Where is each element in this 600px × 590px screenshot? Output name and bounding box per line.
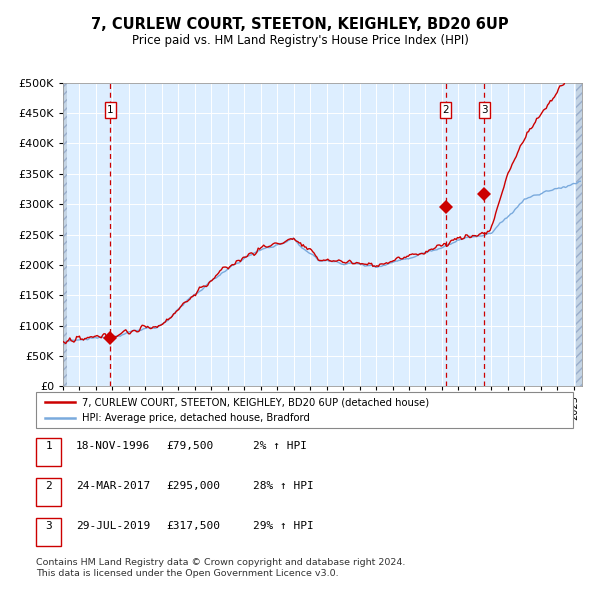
Text: 7, CURLEW COURT, STEETON, KEIGHLEY, BD20 6UP (detached house): 7, CURLEW COURT, STEETON, KEIGHLEY, BD20…	[82, 397, 430, 407]
Text: £79,500: £79,500	[166, 441, 214, 451]
Text: £295,000: £295,000	[166, 481, 220, 491]
Text: 2: 2	[442, 105, 449, 115]
Text: 1: 1	[45, 441, 52, 451]
Text: 2: 2	[45, 481, 52, 491]
Text: 1: 1	[107, 105, 114, 115]
Text: 3: 3	[45, 522, 52, 531]
Text: 29% ↑ HPI: 29% ↑ HPI	[253, 522, 314, 531]
Text: 7, CURLEW COURT, STEETON, KEIGHLEY, BD20 6UP: 7, CURLEW COURT, STEETON, KEIGHLEY, BD20…	[91, 17, 509, 31]
Text: 24-MAR-2017: 24-MAR-2017	[76, 481, 151, 491]
Text: 29-JUL-2019: 29-JUL-2019	[76, 522, 151, 531]
Text: 28% ↑ HPI: 28% ↑ HPI	[253, 481, 314, 491]
Text: £317,500: £317,500	[166, 522, 220, 531]
Text: 18-NOV-1996: 18-NOV-1996	[76, 441, 151, 451]
Bar	[576, 83, 584, 386]
Text: Contains HM Land Registry data © Crown copyright and database right 2024.
This d: Contains HM Land Registry data © Crown c…	[36, 558, 406, 578]
Bar	[63, 83, 67, 386]
Text: 3: 3	[481, 105, 488, 115]
Text: 2% ↑ HPI: 2% ↑ HPI	[253, 441, 307, 451]
Text: HPI: Average price, detached house, Bradford: HPI: Average price, detached house, Brad…	[82, 413, 310, 423]
Text: Price paid vs. HM Land Registry's House Price Index (HPI): Price paid vs. HM Land Registry's House …	[131, 34, 469, 47]
